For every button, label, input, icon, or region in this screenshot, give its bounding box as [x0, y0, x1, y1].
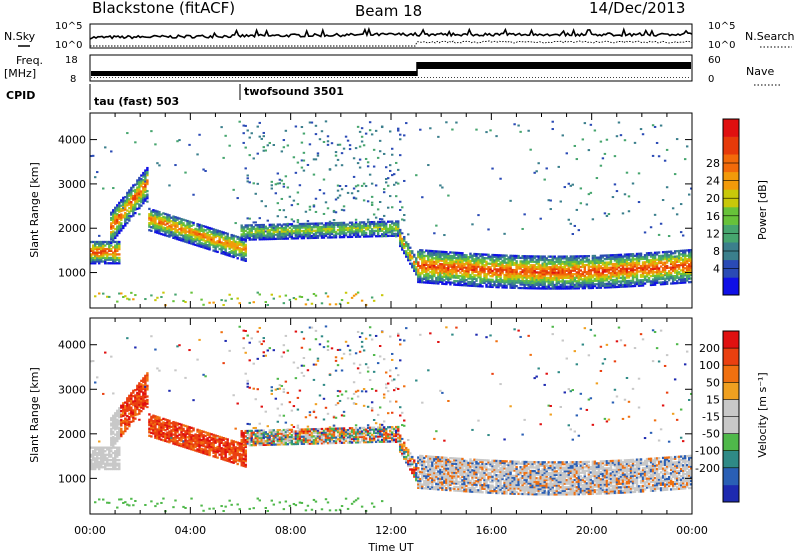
velocity-ylabel: Slant Range [km]	[28, 367, 41, 463]
noise-ytick-right-top: 10^5	[708, 21, 735, 32]
power-colorbar-tick-2: 12	[706, 227, 720, 240]
freq-label: Freq.	[16, 54, 43, 67]
beam-label: Beam 18	[355, 2, 422, 20]
power-colorbar-tick-1: 8	[713, 245, 720, 258]
velocity-colorbar-swatch-6	[723, 382, 739, 399]
power-ytick-0: 1000	[58, 267, 86, 280]
velocity-ytick-1: 2000	[58, 428, 86, 441]
velocity-colorbar-swatch-8	[723, 348, 739, 365]
velocity-colorbar-tick-4: -15	[702, 411, 720, 424]
cpid-label: CPID	[6, 89, 35, 102]
freq-trace-late	[417, 62, 691, 69]
power-colorbar-swatch-9	[723, 119, 739, 137]
freq-ytick-top: 18	[65, 55, 78, 66]
power-ytick-1: 2000	[58, 222, 86, 235]
velocity-colorbar-swatch-0	[723, 485, 739, 502]
date-label: 14/Dec/2013	[589, 0, 685, 17]
noise-sky-label: N.Sky	[4, 30, 36, 43]
velocity-panel: 1000 2000 3000 4000 00:00 04:00 08:00 12:00 16:…	[28, 318, 769, 554]
velocity-colorbar-tick-5: -50	[702, 428, 720, 441]
cpid-mode-2: twofsound 3501	[244, 85, 344, 98]
power-colorbar-tick-6: 28	[706, 157, 720, 170]
noise-ytick-left-bottom: 10^0	[55, 40, 82, 51]
velocity-colorbar-tick-6: -100	[695, 445, 720, 458]
freq-ytick-bottom: 8	[70, 74, 76, 85]
noise-ytick-left-top: 10^5	[55, 21, 82, 32]
velocity-colorbar-tick-3: 15	[706, 393, 720, 406]
velocity-colorbar-tick-7: -200	[695, 462, 720, 475]
time-xtick-2: 08:00	[275, 524, 307, 537]
velocity-ytick-2: 3000	[58, 383, 86, 396]
power-ylabel: Slant Range [km]	[28, 162, 41, 258]
power-colorbar-tick-0: 4	[713, 263, 720, 276]
freq-trace-early	[91, 71, 417, 76]
noise-sky-trace	[90, 29, 692, 39]
velocity-colorbar-swatch-7	[723, 365, 739, 382]
freq-panel: Freq. [MHz] 18 8 60 0 Nave	[4, 54, 780, 85]
power-colorbar-tick-3: 16	[706, 210, 720, 223]
noise-panel: N.Sky 10^5 10^0 10^5 10^0 N.Search	[4, 21, 795, 51]
velocity-colorbar-tick-2: 50	[706, 376, 720, 389]
power-colorbar-swatch-0	[723, 277, 739, 295]
time-xtick-0: 00:00	[74, 524, 106, 537]
power-colorbar: 4 8 12 16 20 24 28	[706, 119, 739, 295]
power-colorbar-label: Power [dB]	[756, 180, 769, 240]
power-colorbar-tick-4: 20	[706, 192, 720, 205]
velocity-colorbar-label: Velocity [m s⁻¹]	[756, 372, 769, 457]
time-xtick-3: 12:00	[375, 524, 407, 537]
velocity-colorbar: 200 100 50 15 -15 -50 -100 -200	[695, 331, 739, 502]
cpid-mode-1: tau (fast) 503	[94, 95, 179, 108]
velocity-colorbar-tick-0: 200	[699, 342, 720, 355]
time-xtick-5: 20:00	[576, 524, 608, 537]
noise-ytick-right-bottom: 10^0	[708, 40, 735, 51]
nave-ytick-top: 60	[708, 55, 721, 66]
time-axis-label: Time UT	[367, 541, 413, 554]
velocity-colorbar-swatch-1	[723, 468, 739, 485]
time-xtick-1: 04:00	[174, 524, 206, 537]
velocity-ytick-3: 4000	[58, 339, 86, 352]
cpid-panel: CPID tau (fast) 503 twofsound 3501	[6, 84, 344, 110]
power-ytick-2: 3000	[58, 178, 86, 191]
velocity-colorbar-swatch-9	[723, 331, 739, 348]
velocity-colorbar-tick-1: 100	[699, 359, 720, 372]
velocity-colorbar-swatch-4	[723, 417, 739, 434]
noise-search-trace	[90, 41, 692, 46]
figure-title: Blackstone (fitACF)	[92, 0, 235, 17]
power-ytick-3: 4000	[58, 134, 86, 147]
velocity-colorbar-swatch-3	[723, 434, 739, 451]
velocity-colorbar-swatch-2	[723, 451, 739, 468]
velocity-colorbar-swatch-5	[723, 399, 739, 416]
time-xtick-4: 16:00	[475, 524, 507, 537]
noise-search-label: N.Search	[745, 30, 795, 43]
power-colorbar-tick-5: 24	[706, 175, 720, 188]
time-xtick-6: 00:00	[676, 524, 708, 537]
freq-unit-label: [MHz]	[4, 67, 36, 80]
power-panel: 1000 2000 3000 4000 Slant Range [km] 4 8 12 16…	[28, 113, 769, 308]
nave-label: Nave	[746, 65, 774, 78]
velocity-ytick-0: 1000	[58, 472, 86, 485]
power-colorbar-swatch-8	[723, 137, 739, 155]
nave-ytick-bottom: 0	[708, 74, 714, 85]
